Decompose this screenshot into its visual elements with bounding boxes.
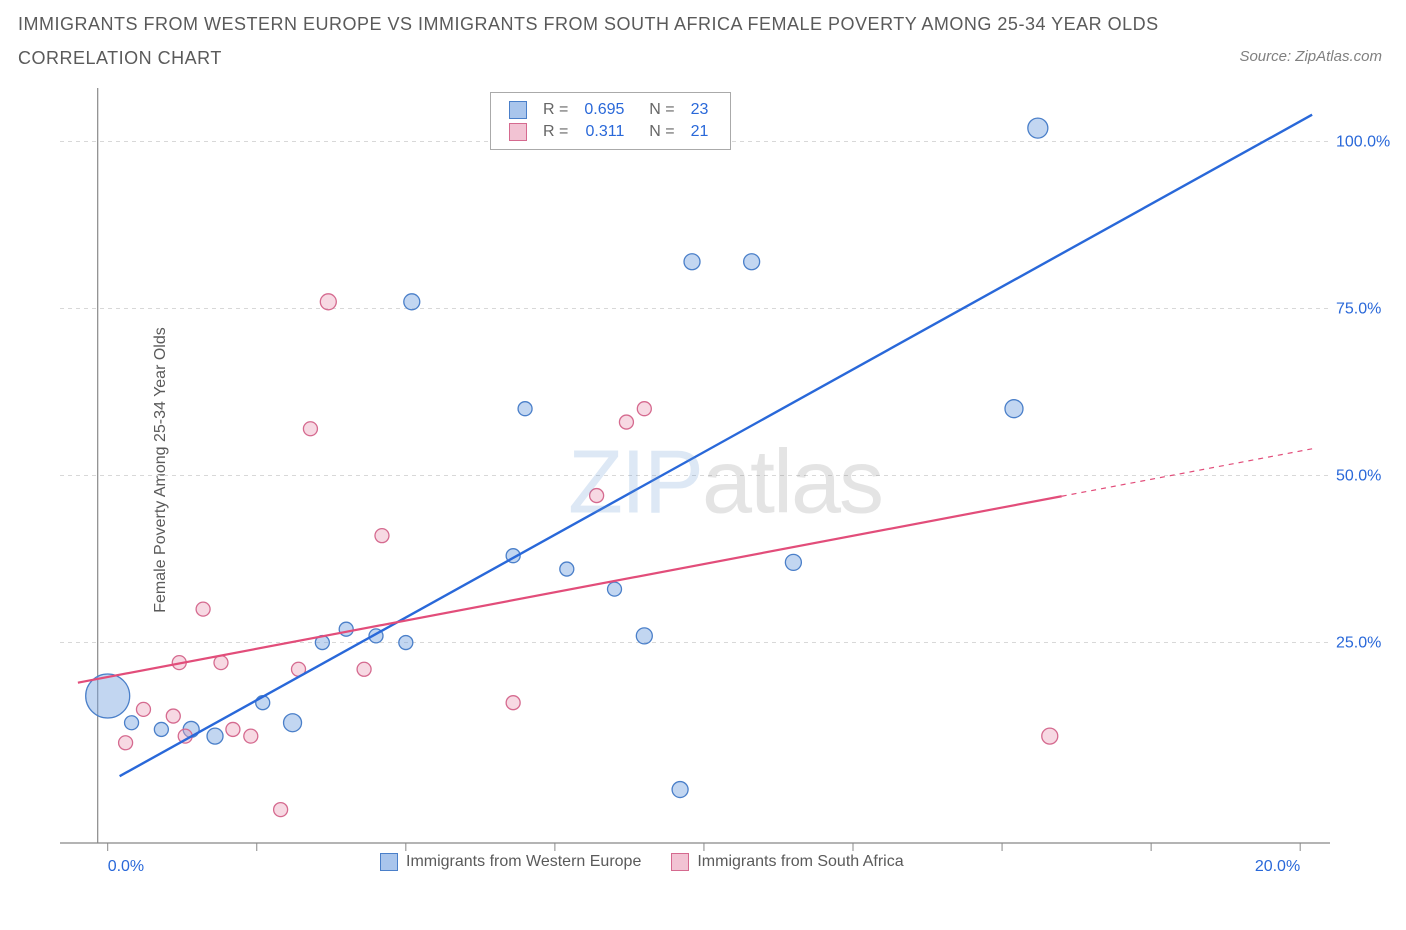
- data-point: [590, 489, 604, 503]
- title-line-2: CORRELATION CHART: [18, 48, 222, 69]
- data-point: [684, 254, 700, 270]
- data-point: [284, 714, 302, 732]
- data-point: [244, 729, 258, 743]
- legend-swatch: [509, 123, 527, 141]
- data-point: [404, 294, 420, 310]
- data-point: [1005, 400, 1023, 418]
- data-point: [636, 628, 652, 644]
- y-tick-label: 25.0%: [1336, 635, 1381, 652]
- y-tick-label: 50.0%: [1336, 468, 1381, 485]
- legend-n-label: N =: [632, 99, 682, 121]
- data-point: [303, 422, 317, 436]
- source-attribution: Source: ZipAtlas.com: [1239, 48, 1382, 65]
- legend-n-value: 21: [683, 121, 717, 143]
- data-point: [196, 602, 210, 616]
- data-point: [399, 636, 413, 650]
- data-point: [357, 662, 371, 676]
- legend-n-value: 23: [683, 99, 717, 121]
- data-point: [136, 702, 150, 716]
- data-point: [518, 402, 532, 416]
- data-point: [320, 294, 336, 310]
- data-point: [785, 554, 801, 570]
- data-point: [214, 656, 228, 670]
- legend-n-label: N =: [632, 121, 682, 143]
- data-point: [672, 782, 688, 798]
- y-tick-label: 75.0%: [1336, 300, 1381, 317]
- data-point: [119, 736, 133, 750]
- data-point: [154, 722, 168, 736]
- data-point: [274, 803, 288, 817]
- data-point: [1042, 728, 1058, 744]
- legend-r-label: R =: [535, 121, 576, 143]
- legend-swatch: [380, 853, 398, 871]
- bottom-legend-item: Immigrants from South Africa: [671, 853, 903, 871]
- data-point: [226, 722, 240, 736]
- data-point: [619, 415, 633, 429]
- bottom-legend: Immigrants from Western Europe Immigrants…: [380, 853, 904, 871]
- legend-r-value: 0.311: [576, 121, 632, 143]
- data-point: [1028, 118, 1048, 138]
- stat-legend: R =0.695 N =23R =0.311 N =21: [490, 92, 731, 150]
- trend-line: [120, 115, 1312, 776]
- data-point: [375, 529, 389, 543]
- data-point: [339, 622, 353, 636]
- legend-swatch: [671, 853, 689, 871]
- legend-series-label: Immigrants from South Africa: [697, 853, 903, 871]
- data-point: [637, 402, 651, 416]
- data-point: [506, 696, 520, 710]
- bottom-legend-item: Immigrants from Western Europe: [380, 853, 641, 871]
- data-point: [125, 716, 139, 730]
- data-point: [166, 709, 180, 723]
- data-point: [560, 562, 574, 576]
- legend-r-value: 0.695: [576, 99, 632, 121]
- correlation-chart: 25.0%50.0%75.0%100.0%0.0%20.0% ZIPatlas …: [60, 88, 1390, 878]
- data-point: [608, 582, 622, 596]
- legend-swatch: [509, 101, 527, 119]
- trend-line-extrapolated: [1062, 449, 1312, 496]
- y-tick-label: 100.0%: [1336, 133, 1390, 150]
- chart-svg: 25.0% 50.0% 75.0% 100.0% 0.0% 20.0%: [60, 88, 1390, 878]
- x-tick-label: 0.0%: [108, 858, 144, 875]
- data-point: [744, 254, 760, 270]
- data-point: [207, 728, 223, 744]
- stat-legend-row: R =0.695 N =23: [501, 99, 716, 121]
- trend-line: [78, 496, 1062, 682]
- legend-r-label: R =: [535, 99, 576, 121]
- x-tick-label: 20.0%: [1255, 858, 1300, 875]
- legend-series-label: Immigrants from Western Europe: [406, 853, 641, 871]
- title-line-1: IMMIGRANTS FROM WESTERN EUROPE VS IMMIGR…: [18, 14, 1159, 35]
- stat-legend-row: R =0.311 N =21: [501, 121, 716, 143]
